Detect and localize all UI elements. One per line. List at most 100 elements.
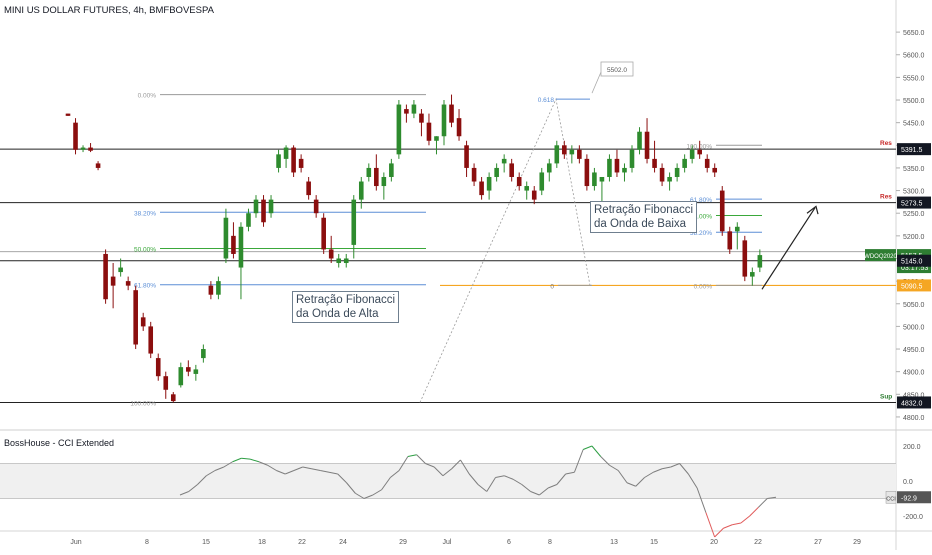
candle-body[interactable] — [133, 290, 138, 345]
annotation-wave-down[interactable]: Retração Fibonacci da Onda de Baixa — [590, 201, 698, 233]
candle-body[interactable] — [464, 145, 469, 168]
candle-body[interactable] — [441, 104, 447, 137]
candle-body[interactable] — [163, 376, 169, 390]
candle-body[interactable] — [306, 181, 311, 196]
candle-body[interactable] — [750, 272, 755, 277]
candle-body[interactable] — [396, 104, 402, 155]
candle-body[interactable] — [351, 199, 357, 245]
candle-body[interactable] — [268, 199, 274, 214]
candle-body[interactable] — [479, 181, 484, 196]
candle-body[interactable] — [321, 217, 326, 250]
candle-body[interactable] — [261, 199, 266, 223]
candle-body[interactable] — [374, 167, 379, 187]
candle-body[interactable] — [449, 104, 454, 123]
candle-body[interactable] — [291, 147, 296, 173]
candle-body[interactable] — [486, 176, 492, 191]
candle-body[interactable] — [599, 176, 605, 182]
candle-body[interactable] — [644, 131, 650, 159]
cci-segment — [714, 527, 724, 538]
y-tick-label: 5300.0 — [903, 189, 925, 196]
candle-body[interactable] — [494, 167, 499, 177]
candle-body[interactable] — [404, 109, 409, 114]
candle-body[interactable] — [246, 213, 251, 227]
candle-body[interactable] — [697, 149, 702, 155]
candle-body[interactable] — [88, 147, 93, 151]
annotation-wave-up[interactable]: Retração Fibonacci da Onda de Alta — [292, 291, 400, 323]
candle-body[interactable] — [516, 176, 522, 187]
candle-body[interactable] — [73, 122, 78, 150]
candle-body[interactable] — [419, 113, 424, 123]
candle-body[interactable] — [456, 118, 462, 137]
candle-body[interactable] — [313, 199, 319, 214]
cci-value-tag — [897, 491, 931, 504]
candle-body[interactable] — [524, 186, 530, 191]
candle-body[interactable] — [125, 281, 131, 286]
candle-body[interactable] — [186, 367, 191, 372]
candle-body[interactable] — [554, 145, 560, 164]
candle-body[interactable] — [622, 167, 627, 173]
candle-body[interactable] — [358, 181, 364, 200]
candle-body[interactable] — [65, 113, 71, 116]
candle-body[interactable] — [103, 253, 108, 300]
candle-body[interactable] — [539, 172, 545, 191]
candle-body[interactable] — [509, 163, 514, 177]
candle-body[interactable] — [531, 190, 537, 200]
candle-body[interactable] — [637, 131, 642, 150]
candle-body[interactable] — [80, 147, 86, 150]
candle-body[interactable] — [298, 158, 304, 168]
candle-body[interactable] — [569, 149, 575, 155]
candle-body[interactable] — [343, 258, 349, 264]
cci-segment — [337, 473, 347, 484]
candle-body[interactable] — [584, 158, 590, 187]
candle-body[interactable] — [704, 158, 710, 168]
candle-body[interactable] — [95, 163, 101, 168]
candle-body[interactable] — [719, 190, 725, 232]
candle-body[interactable] — [223, 217, 229, 259]
candle-body[interactable] — [674, 167, 680, 177]
candle-body[interactable] — [193, 369, 199, 374]
candle-body[interactable] — [757, 255, 763, 268]
candle-body[interactable] — [216, 281, 221, 295]
candle-body[interactable] — [231, 235, 236, 254]
candle-body[interactable] — [140, 317, 146, 327]
candle-body[interactable] — [434, 136, 439, 141]
candle-body[interactable] — [682, 158, 687, 168]
candle-body[interactable] — [629, 149, 635, 168]
candle-body[interactable] — [607, 158, 612, 177]
candle-body[interactable] — [734, 226, 740, 232]
candle-body[interactable] — [155, 358, 161, 377]
candle-body[interactable] — [118, 267, 123, 273]
candle-body[interactable] — [562, 145, 567, 155]
candle-body[interactable] — [381, 176, 387, 187]
candle-body[interactable] — [667, 176, 672, 182]
candle-body[interactable] — [546, 163, 552, 173]
candle-body[interactable] — [652, 158, 657, 168]
candle-body[interactable] — [426, 122, 432, 141]
candle-body[interactable] — [577, 149, 582, 159]
candle-body[interactable] — [276, 154, 281, 168]
candle-body[interactable] — [411, 104, 417, 114]
candle-body[interactable] — [592, 172, 597, 187]
candle-body[interactable] — [253, 199, 259, 214]
candle-body[interactable] — [471, 167, 477, 182]
candle-body[interactable] — [110, 276, 116, 286]
candle-body[interactable] — [659, 167, 665, 182]
candle-body[interactable] — [689, 149, 695, 159]
candle-body[interactable] — [389, 163, 394, 177]
candle-body[interactable] — [238, 226, 244, 268]
candle-body[interactable] — [148, 326, 154, 354]
candle-body[interactable] — [501, 158, 507, 164]
candle-body[interactable] — [170, 394, 176, 402]
candle-body[interactable] — [336, 258, 342, 264]
candle-body[interactable] — [328, 249, 334, 259]
candle-body[interactable] — [712, 167, 718, 173]
candle-body[interactable] — [366, 167, 372, 177]
candle-body[interactable] — [201, 349, 206, 359]
candle-body[interactable] — [614, 158, 620, 173]
candle-body[interactable] — [178, 367, 184, 386]
candle-body[interactable] — [283, 147, 289, 159]
candle-body[interactable] — [208, 285, 214, 295]
candle-body[interactable] — [742, 240, 748, 277]
candle-body[interactable] — [727, 231, 733, 250]
